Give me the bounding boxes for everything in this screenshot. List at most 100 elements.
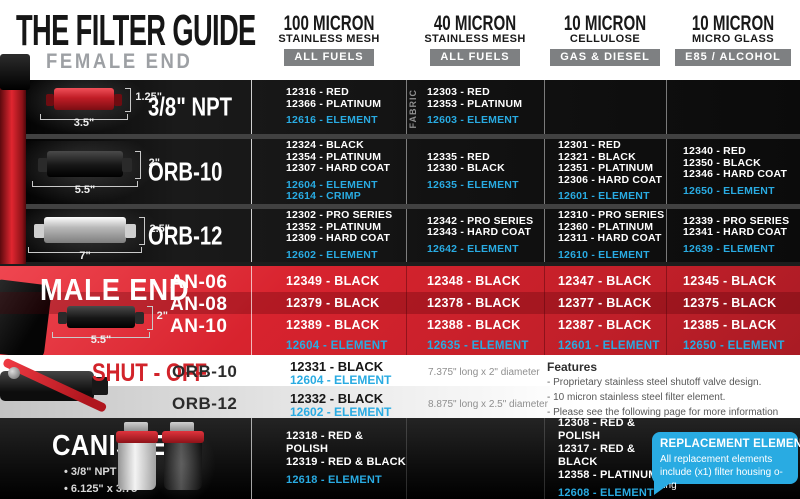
dimension-diameter: 1.25" [135,91,162,103]
part-number: 12348 - BLACK [427,274,521,288]
row-orb12: 7" 2.5" ORB-12 12302 - PRO SERIES 12352 … [0,209,800,262]
column-divider [666,209,667,262]
row-label-an08: AN-08 [170,294,228,315]
part-numbers: 12342 - PRO SERIES 12343 - HARD COAT [427,214,534,239]
size-note-orb10: 7.375" long x 2" diameter [428,367,540,378]
callout-body: All replacement elements include (x1) fi… [660,454,783,491]
column-divider [544,80,545,134]
canister-section: CANISTER • 3/8" NPT ports. • 6.125" x 3.… [0,418,800,499]
cell-orb10-100micron: 12304 - RED 12324 - BLACK 12354 - PLATIN… [252,139,406,204]
element-number: 12601 - ELEMENT [558,339,660,352]
cell-npt-40micron: 12303 - RED 12353 - PLATINUM 12603 - ELE… [406,80,544,134]
column-media: CELLULOSE [569,33,641,45]
part-number: 12388 - BLACK [427,318,521,332]
row-label-shutoff-orb12: ORB-12 [172,394,238,413]
column-divider [251,139,252,204]
canister-bracket [170,422,194,432]
part-number: 12349 - BLACK [286,274,380,288]
shutoff-section: SHUT - OFF ORB-10 ORB-12 12331 - BLACK 1… [0,355,800,418]
element-numbers: 12601 - ELEMENT [558,190,650,203]
dimension-diameter: 2" [148,157,160,169]
row-separator [0,134,800,139]
dimension-length: 5.5" [90,334,112,346]
cell-an08-microglass: 12375 - BLACK [666,292,800,314]
element-number: 12635 - ELEMENT [427,339,529,352]
column-micron: 10 MICRON [691,12,775,35]
element-numbers: 12650 - ELEMENT [683,184,775,197]
section-separator [0,262,800,266]
part-number: 12379 - BLACK [286,296,380,310]
column-header-100-micron: 100 MICRON STAINLESS MESH ALL FUELS [252,12,406,66]
cell-an10-microglass: 12385 - BLACK [666,314,800,336]
npt-filter-photo: 3.5" 1.25" [26,80,162,134]
column-micron: 100 MICRON [283,12,375,35]
cell-orb12-40micron: 12342 - PRO SERIES 12343 - HARD COAT 126… [406,209,544,262]
column-header-40-micron: 40 MICRON STAINLESS MESH ALL FUELS [406,12,544,66]
part-number: 12378 - BLACK [427,296,521,310]
element-numbers: 12618 - ELEMENT [286,474,382,486]
section-label-shutoff: SHUT - OFF [92,359,208,387]
element-numbers: 12642 - ELEMENT [427,242,519,255]
part-number: 12389 - BLACK [286,318,380,332]
part-number: 12345 - BLACK [683,274,777,288]
part-number: 12377 - BLACK [558,296,652,310]
features-title: Features [547,360,598,374]
column-divider [406,418,407,499]
cell-an08-40micron: 12378 - BLACK [406,292,544,314]
element-number: 12604 - ELEMENT [286,339,388,352]
column-micron: 10 MICRON [563,12,647,35]
element-number: 12604 - ELEMENT [290,373,392,387]
cell-an06-100micron: 12349 - BLACK [252,270,406,292]
canister-bracket [124,422,148,432]
fuel-badge: ALL FUELS [284,49,374,66]
part-numbers: 12339 - PRO SERIES 12341 - HARD COAT [683,214,790,239]
fuel-badge: ALL FUELS [430,49,520,66]
column-divider [406,209,407,262]
red-filter-photo-cap [0,54,30,90]
row-separator [0,204,800,209]
cell-an10-cellulose: 12387 - BLACK [544,314,666,336]
cell-an06-microglass: 12345 - BLACK [666,270,800,292]
part-numbers: 12335 - RED 12330 - BLACK [427,150,505,175]
dimension-length: 7" [79,250,91,262]
features-block: Features - Proprietary stainless steel s… [547,360,778,418]
male-filter-photo: 5.5" 2" [52,306,168,350]
part-number: 12332 - BLACK [290,391,384,406]
canister-photo-polish [104,422,170,499]
cell-orb12-100micron: 12302 - PRO SERIES 12352 - PLATINUM 1230… [252,209,406,262]
cell-male-element-100micron: 12604 - ELEMENT [252,336,406,355]
cell-male-element-cellulose: 12601 - ELEMENT [544,336,666,355]
column-divider [544,209,545,262]
cell-canister-100micron: 12318 - RED & POLISH 12319 - RED & BLACK… [252,418,406,499]
part-numbers: 12340 - RED 12350 - BLACK 12346 - HARD C… [683,145,788,180]
column-header-10-micron-cellulose: 10 MICRON CELLULOSE GAS & DIESEL [544,12,666,66]
column-divider [251,209,252,262]
row-label-orb12: ORB-12 [148,220,223,250]
column-divider [666,80,667,134]
features-list: - Proprietary stainless steel shutoff va… [547,377,779,418]
column-divider [251,266,252,355]
red-filter-photo [0,88,26,264]
header: THE FILTER GUIDE FEMALE END 100 MICRON S… [0,0,800,80]
column-divider [406,139,407,204]
dimension-length: 3.5" [73,117,95,129]
shutoff-valve-photo [92,377,108,395]
cell-npt-cellulose [544,80,666,134]
orb10-filter-photo: 5.5" 2" [18,141,160,204]
column-header-10-micron-microglass: 10 MICRON MICRO GLASS E85 / ALCOHOL [666,12,800,66]
orb12-filter-photo: 7" 2.5" [14,209,170,262]
column-divider [666,139,667,204]
shutoff-valve-hinge [8,367,20,379]
column-divider [544,139,545,204]
cell-male-element-microglass: 12650 - ELEMENT [666,336,800,355]
cell-an08-cellulose: 12377 - BLACK [544,292,666,314]
cell-an08-100micron: 12379 - BLACK [252,292,406,314]
canister-cap [116,431,158,443]
section-label-male-end: MALE END [40,272,190,307]
element-numbers: 12603 - ELEMENT [427,114,519,127]
element-numbers: 12604 - ELEMENT 12614 - CRIMP ELEMENT [286,178,378,204]
cell-an06-cellulose: 12347 - BLACK [544,270,666,292]
cell-an06-40micron: 12348 - BLACK [406,270,544,292]
